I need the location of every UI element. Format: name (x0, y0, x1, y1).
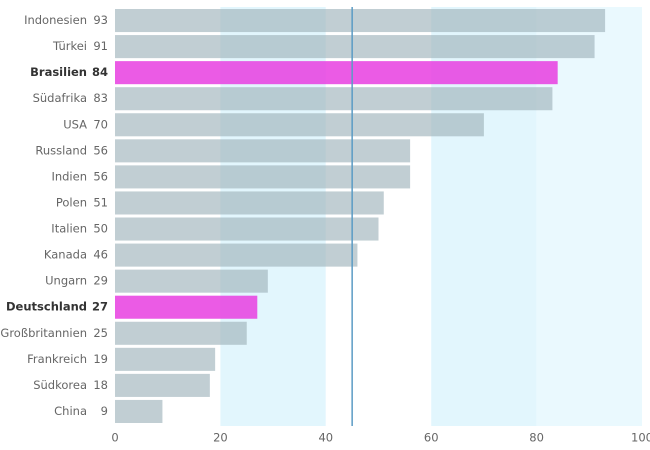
category-label: USA (63, 117, 87, 131)
category-label: Indien (51, 169, 87, 183)
value-label: 56 (93, 169, 108, 183)
category-label: Italien (51, 222, 87, 236)
value-label: 25 (93, 326, 108, 340)
bar (115, 35, 595, 59)
category-label: Ungarn (45, 274, 87, 288)
category-label: Kanada (44, 248, 87, 262)
bar (115, 191, 384, 215)
x-tick-label: 80 (529, 431, 544, 445)
value-label: 83 (93, 91, 108, 105)
x-tick-label: 20 (213, 431, 228, 445)
bar (115, 321, 247, 345)
bar (115, 113, 484, 137)
value-label: 91 (93, 39, 108, 53)
bar (115, 399, 163, 423)
category-label: China (54, 404, 87, 418)
bar (115, 217, 379, 241)
bar (115, 295, 258, 319)
bar (115, 165, 411, 189)
bar (115, 139, 411, 163)
category-label: Türkei (52, 39, 87, 53)
value-label: 51 (93, 195, 108, 209)
value-label: 50 (93, 222, 108, 236)
value-label: 46 (93, 248, 108, 262)
value-label: 27 (92, 300, 108, 314)
value-label: 29 (93, 274, 108, 288)
bar (115, 373, 210, 397)
value-label: 93 (93, 13, 108, 27)
category-label: Deutschland (6, 300, 87, 314)
category-label: Indonesien (24, 13, 87, 27)
category-label: Polen (56, 195, 87, 209)
bar (115, 243, 358, 267)
value-label: 84 (92, 65, 108, 79)
bar (115, 9, 606, 33)
bar (115, 269, 268, 293)
category-label: Großbritannien (0, 326, 87, 340)
category-label: Frankreich (27, 352, 87, 366)
value-label: 18 (93, 378, 108, 392)
x-tick-label: 40 (318, 431, 333, 445)
x-tick-label: 0 (111, 431, 118, 445)
category-label: Brasilien (30, 65, 87, 79)
bar (115, 87, 553, 111)
category-label: Südafrika (33, 91, 87, 105)
x-tick-label: 100 (631, 431, 650, 445)
x-tick-label: 60 (424, 431, 439, 445)
category-label: Russland (35, 143, 87, 157)
bar (115, 347, 216, 371)
category-label: Südkorea (33, 378, 87, 392)
value-label: 70 (93, 117, 108, 131)
value-label: 9 (101, 404, 108, 418)
value-label: 19 (93, 352, 108, 366)
bar (115, 61, 558, 85)
value-label: 56 (93, 143, 108, 157)
